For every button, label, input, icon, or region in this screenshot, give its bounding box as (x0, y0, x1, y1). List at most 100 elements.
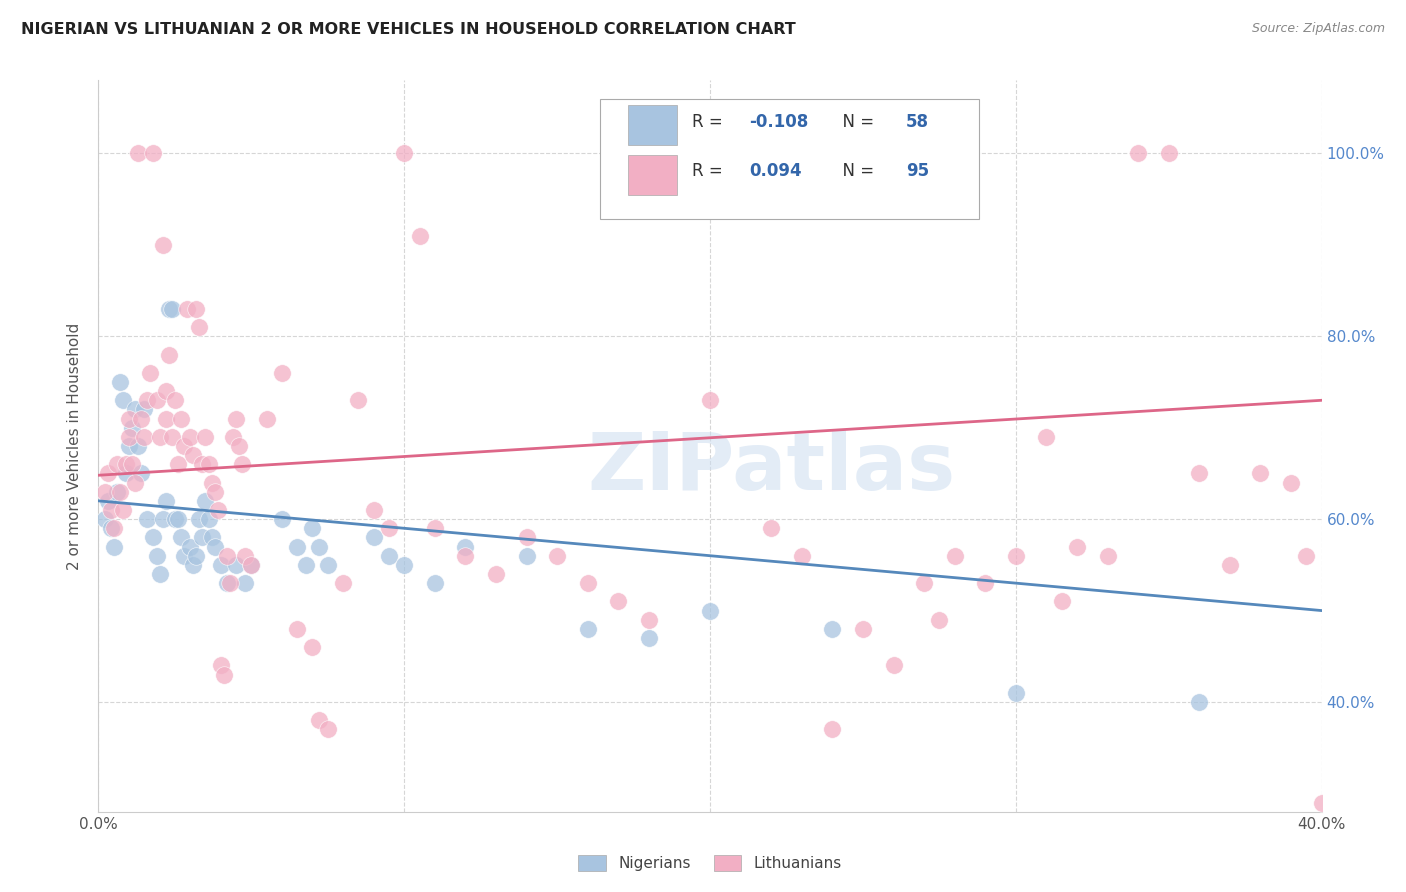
Text: ZIPatlas: ZIPatlas (588, 429, 955, 507)
Point (233, 576, 256, 591)
Point (105, 458, 128, 472)
Point (392, 146, 416, 161)
Point (215, 549, 238, 563)
Point (363, 530, 385, 544)
Point (194, 494, 217, 508)
Point (821, 622, 844, 636)
Point (155, 384, 177, 399)
Text: N =: N = (832, 162, 880, 180)
FancyBboxPatch shape (628, 105, 678, 145)
Point (215, 576, 238, 591)
Point (167, 512, 190, 526)
Point (121, 458, 143, 472)
Point (231, 458, 253, 472)
Point (145, 549, 167, 563)
Point (308, 714, 330, 728)
FancyBboxPatch shape (628, 155, 678, 195)
Point (1188, 467, 1211, 481)
Point (111, 393, 134, 408)
Point (191, 530, 214, 544)
Point (186, 549, 208, 563)
Point (256, 411, 278, 425)
Point (115, 467, 138, 481)
Point (1279, 475, 1302, 490)
Text: R =: R = (692, 112, 728, 130)
Point (188, 512, 211, 526)
Point (93, 484, 115, 499)
Point (363, 503, 385, 517)
Point (97, 494, 120, 508)
Point (576, 576, 599, 591)
Point (1249, 467, 1271, 481)
Point (176, 301, 198, 316)
Point (423, 576, 446, 591)
Point (108, 375, 131, 389)
Point (285, 540, 308, 554)
Point (179, 540, 201, 554)
Point (928, 613, 950, 627)
Point (852, 622, 875, 636)
Point (209, 658, 232, 673)
Point (222, 430, 245, 444)
Point (1097, 549, 1119, 563)
Point (129, 467, 152, 481)
Point (225, 558, 247, 572)
Point (173, 549, 195, 563)
FancyBboxPatch shape (600, 99, 979, 219)
Point (316, 558, 339, 572)
Point (118, 411, 141, 425)
Point (912, 576, 935, 591)
Point (204, 540, 226, 554)
Point (378, 549, 401, 563)
Point (1310, 796, 1333, 810)
Text: Source: ZipAtlas.com: Source: ZipAtlas.com (1251, 22, 1385, 36)
Point (194, 430, 217, 444)
Point (516, 530, 538, 544)
Point (454, 549, 477, 563)
Point (233, 549, 256, 563)
Point (160, 301, 183, 316)
Point (699, 604, 721, 618)
Point (1035, 430, 1057, 444)
Point (1188, 695, 1211, 709)
Point (332, 576, 354, 591)
Point (186, 301, 208, 316)
Legend: Nigerians, Lithuanians: Nigerians, Lithuanians (572, 849, 848, 877)
Point (759, 521, 782, 535)
Point (1219, 558, 1241, 572)
Point (136, 512, 159, 526)
Point (181, 558, 204, 572)
Point (163, 512, 186, 526)
Point (155, 411, 177, 425)
Point (97, 467, 120, 481)
Point (100, 503, 122, 517)
Point (576, 622, 599, 636)
Point (207, 503, 229, 517)
Point (301, 640, 323, 655)
Point (637, 631, 661, 645)
Text: N =: N = (832, 112, 880, 130)
Point (170, 530, 193, 544)
Point (200, 530, 222, 544)
Point (1066, 540, 1088, 554)
Point (637, 613, 661, 627)
Point (118, 439, 141, 453)
Point (1157, 146, 1180, 161)
Point (155, 494, 177, 508)
Point (308, 540, 330, 554)
Point (157, 348, 180, 362)
Point (347, 393, 370, 408)
Point (163, 393, 186, 408)
Point (115, 458, 138, 472)
Point (295, 558, 318, 572)
Point (240, 558, 263, 572)
Point (285, 622, 308, 636)
Point (139, 366, 162, 380)
Point (546, 549, 568, 563)
Point (212, 667, 235, 681)
Point (516, 549, 538, 563)
Point (454, 540, 477, 554)
Point (204, 484, 226, 499)
Text: 95: 95 (905, 162, 929, 180)
Point (1004, 686, 1026, 700)
